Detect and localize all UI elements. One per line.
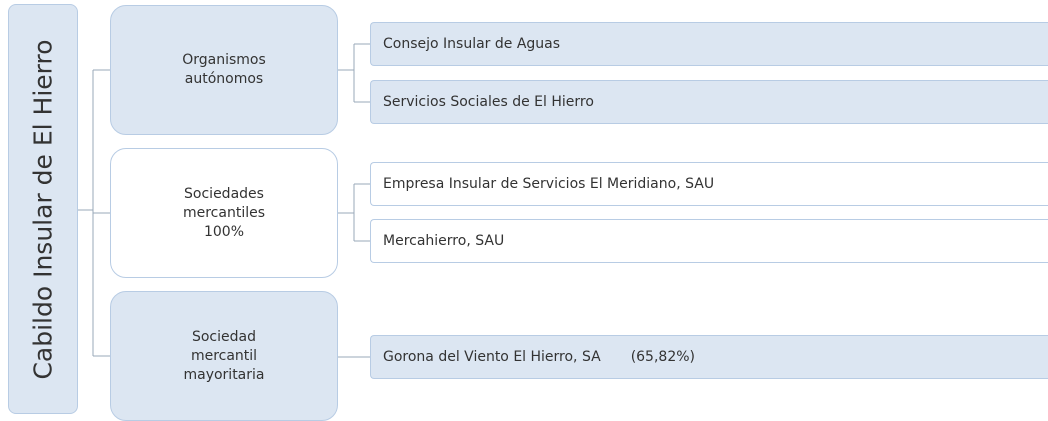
child-label: Gorona del Viento El Hierro, SA [383, 349, 601, 365]
child-label: Mercahierro, SAU [383, 233, 505, 249]
child-box: Gorona del Viento El Hierro, SA (65,82%) [370, 335, 1048, 379]
group-box: Sociedad mercantil mayoritaria [110, 291, 338, 421]
child-box: Consejo Insular de Aguas [370, 22, 1048, 66]
group-label: Sociedades mercantiles 100% [182, 185, 266, 240]
root-label: Cabildo Insular de El Hierro [28, 38, 58, 380]
root-box: Cabildo Insular de El Hierro [8, 4, 78, 414]
child-box: Servicios Sociales de El Hierro [370, 80, 1048, 124]
child-box: Mercahierro, SAU [370, 219, 1048, 263]
group-label: Sociedad mercantil mayoritaria [183, 328, 265, 383]
group-label: Organismos autónomos [182, 52, 266, 87]
child-label: Consejo Insular de Aguas [383, 36, 561, 52]
group-box: Organismos autónomos [110, 5, 338, 135]
child-box: Empresa Insular de Servicios El Meridian… [370, 162, 1048, 206]
child-label: Servicios Sociales de El Hierro [383, 94, 594, 110]
group-box: Sociedades mercantiles 100% [110, 148, 338, 278]
child-label: Empresa Insular de Servicios El Meridian… [383, 176, 715, 192]
child-note: (65,82%) [630, 349, 695, 365]
